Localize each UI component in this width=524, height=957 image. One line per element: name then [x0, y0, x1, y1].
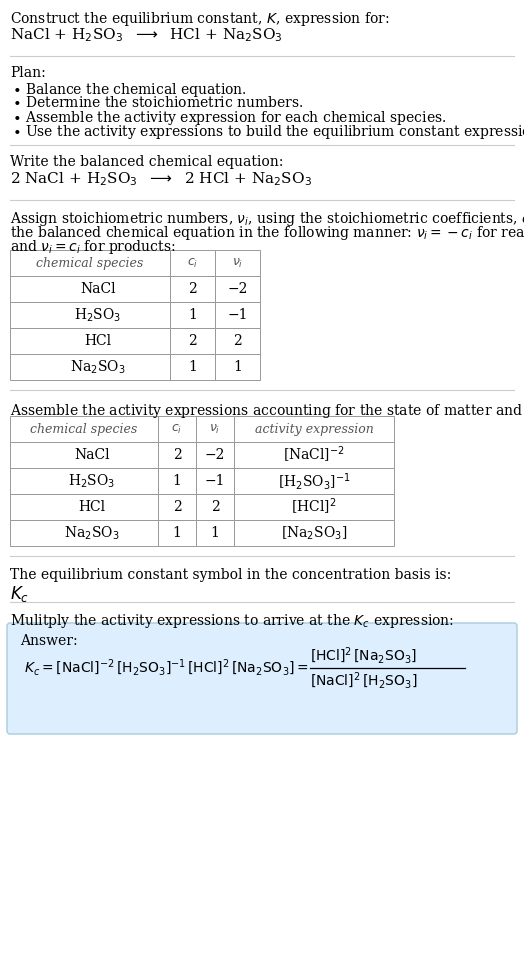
Text: −2: −2: [205, 448, 225, 462]
Text: [HCl]$^2$: [HCl]$^2$: [291, 497, 336, 517]
Text: $K_c$: $K_c$: [10, 584, 29, 604]
Bar: [158, 416, 196, 442]
Bar: [215, 328, 260, 354]
Text: Na$_2$SO$_3$: Na$_2$SO$_3$: [64, 524, 120, 542]
Text: Plan:: Plan:: [10, 66, 46, 80]
Text: Assign stoichiometric numbers, $\nu_i$, using the stoichiometric coefficients, $: Assign stoichiometric numbers, $\nu_i$, …: [10, 210, 524, 228]
Bar: [215, 276, 260, 302]
Bar: [234, 520, 394, 546]
Bar: [196, 442, 234, 468]
Text: Write the balanced chemical equation:: Write the balanced chemical equation:: [10, 155, 283, 169]
Text: Answer:: Answer:: [20, 634, 78, 648]
Text: chemical species: chemical species: [30, 422, 138, 435]
Bar: [215, 250, 260, 276]
Bar: [10, 442, 158, 468]
Bar: [10, 250, 170, 276]
Bar: [196, 468, 234, 494]
Text: 2: 2: [172, 448, 181, 462]
Text: $\bullet$ Use the activity expressions to build the equilibrium constant express: $\bullet$ Use the activity expressions t…: [12, 123, 524, 141]
Text: HCl: HCl: [79, 500, 105, 514]
Text: NaCl: NaCl: [80, 282, 116, 296]
Bar: [170, 250, 215, 276]
Text: $\bullet$ Determine the stoichiometric numbers.: $\bullet$ Determine the stoichiometric n…: [12, 95, 303, 110]
Text: activity expression: activity expression: [255, 422, 374, 435]
Text: Assemble the activity expressions accounting for the state of matter and $\nu_i$: Assemble the activity expressions accoun…: [10, 402, 524, 420]
Text: chemical species: chemical species: [36, 256, 144, 270]
Bar: [234, 416, 394, 442]
Text: $\nu_i$: $\nu_i$: [209, 422, 221, 435]
Text: $\nu_i$: $\nu_i$: [232, 256, 243, 270]
Bar: [234, 494, 394, 520]
Text: $K_c = \mathrm{[NaCl]^{-2}\,[H_2SO_3]^{-1}\,[HCl]^2\,[Na_2SO_3]} =$: $K_c = \mathrm{[NaCl]^{-2}\,[H_2SO_3]^{-…: [24, 657, 309, 679]
FancyBboxPatch shape: [7, 623, 517, 734]
Text: $\bullet$ Assemble the activity expression for each chemical species.: $\bullet$ Assemble the activity expressi…: [12, 109, 446, 127]
Bar: [10, 494, 158, 520]
Text: 1: 1: [211, 526, 220, 540]
Bar: [10, 328, 170, 354]
Bar: [10, 302, 170, 328]
Text: NaCl: NaCl: [74, 448, 110, 462]
Bar: [10, 468, 158, 494]
Text: Na$_2$SO$_3$: Na$_2$SO$_3$: [70, 358, 126, 376]
Text: 2: 2: [233, 334, 242, 348]
Text: H$_2$SO$_3$: H$_2$SO$_3$: [69, 473, 116, 490]
Text: HCl: HCl: [84, 334, 112, 348]
Bar: [10, 354, 170, 380]
Text: H$_2$SO$_3$: H$_2$SO$_3$: [74, 306, 122, 323]
Text: 2 NaCl + H$_2$SO$_3$  $\longrightarrow$  2 HCl + Na$_2$SO$_3$: 2 NaCl + H$_2$SO$_3$ $\longrightarrow$ 2…: [10, 170, 312, 188]
Bar: [170, 276, 215, 302]
Text: [H$_2$SO$_3$]$^{-1}$: [H$_2$SO$_3$]$^{-1}$: [278, 471, 351, 492]
Bar: [170, 328, 215, 354]
Bar: [158, 442, 196, 468]
Text: the balanced chemical equation in the following manner: $\nu_i = -c_i$ for react: the balanced chemical equation in the fo…: [10, 224, 524, 242]
Text: NaCl + H$_2$SO$_3$  $\longrightarrow$  HCl + Na$_2$SO$_3$: NaCl + H$_2$SO$_3$ $\longrightarrow$ HCl…: [10, 26, 283, 44]
Text: 1: 1: [188, 360, 197, 374]
Text: Construct the equilibrium constant, $K$, expression for:: Construct the equilibrium constant, $K$,…: [10, 10, 390, 28]
Text: 2: 2: [211, 500, 220, 514]
Text: [Na$_2$SO$_3$]: [Na$_2$SO$_3$]: [281, 524, 347, 542]
Text: −1: −1: [205, 474, 225, 488]
Text: 1: 1: [172, 474, 181, 488]
Text: $\mathrm{[HCl]^2\,[Na_2SO_3]}$: $\mathrm{[HCl]^2\,[Na_2SO_3]}$: [310, 646, 417, 666]
Bar: [196, 416, 234, 442]
Bar: [196, 520, 234, 546]
Bar: [215, 302, 260, 328]
Bar: [215, 354, 260, 380]
Text: −1: −1: [227, 308, 248, 322]
Text: Mulitply the activity expressions to arrive at the $K_c$ expression:: Mulitply the activity expressions to arr…: [10, 612, 454, 630]
Text: 2: 2: [172, 500, 181, 514]
Text: 1: 1: [172, 526, 181, 540]
Bar: [170, 302, 215, 328]
Text: The equilibrium constant symbol in the concentration basis is:: The equilibrium constant symbol in the c…: [10, 568, 451, 582]
Text: 2: 2: [188, 334, 197, 348]
Bar: [158, 494, 196, 520]
Text: −2: −2: [227, 282, 248, 296]
Bar: [234, 468, 394, 494]
Text: 2: 2: [188, 282, 197, 296]
Text: and $\nu_i = c_i$ for products:: and $\nu_i = c_i$ for products:: [10, 238, 176, 256]
Text: [NaCl]$^{-2}$: [NaCl]$^{-2}$: [283, 445, 345, 465]
Bar: [234, 442, 394, 468]
Bar: [158, 520, 196, 546]
Bar: [10, 416, 158, 442]
Text: $\mathrm{[NaCl]^2\,[H_2SO_3]}$: $\mathrm{[NaCl]^2\,[H_2SO_3]}$: [310, 671, 418, 691]
Text: $\bullet$ Balance the chemical equation.: $\bullet$ Balance the chemical equation.: [12, 81, 247, 99]
Bar: [10, 520, 158, 546]
Bar: [170, 354, 215, 380]
Text: $c_i$: $c_i$: [171, 422, 183, 435]
Bar: [158, 468, 196, 494]
Text: 1: 1: [233, 360, 242, 374]
Text: $c_i$: $c_i$: [187, 256, 198, 270]
Text: 1: 1: [188, 308, 197, 322]
Bar: [10, 276, 170, 302]
Bar: [196, 494, 234, 520]
